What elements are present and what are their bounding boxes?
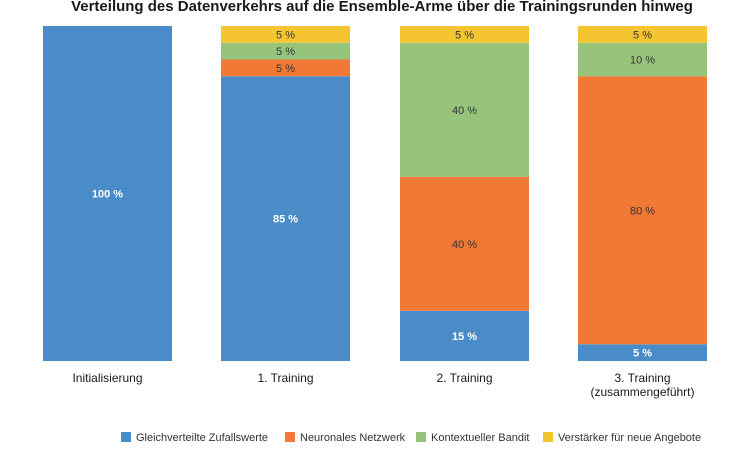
bar-value-label: 40 % — [452, 105, 477, 117]
legend-label: Kontextueller Bandit — [431, 432, 529, 444]
bar-segment-neuronales-netzwerk — [400, 176, 529, 311]
legend-item-verstaerker-fuer-neue-angebote: Verstärker für neue Angebote — [543, 432, 701, 444]
legend-swatch — [543, 432, 553, 442]
x-tick-label: 1. Training — [257, 371, 313, 385]
bar-segment-neuronales-netzwerk — [578, 76, 707, 345]
bar-segment-gleichverteilte-zufallswerte — [43, 26, 172, 361]
bar-value-label: 15 % — [452, 331, 477, 343]
bar-segment-verstaerker-fuer-neue-angebote — [400, 26, 529, 43]
legend-item-neuronales-netzwerk: Neuronales Netzwerk — [285, 432, 406, 444]
bar-value-label: 5 % — [633, 29, 652, 41]
legend-swatch — [121, 432, 131, 442]
bar-value-label: 100 % — [92, 189, 123, 201]
bar-value-label: 10 % — [630, 55, 655, 67]
bar-value-label: 5 % — [276, 46, 295, 58]
bar-segment-kontextueller-bandit — [578, 42, 707, 77]
chart-title: Verteilung des Datenverkehrs auf die Ens… — [71, 0, 693, 15]
legend-swatch — [285, 432, 295, 442]
bar-value-label: 5 % — [276, 63, 295, 75]
bar-segment-kontextueller-bandit — [400, 42, 529, 177]
legend-swatch — [416, 432, 426, 442]
legend-item-kontextueller-bandit: Kontextueller Bandit — [416, 432, 529, 444]
bar-segment-verstaerker-fuer-neue-angebote — [578, 26, 707, 43]
bar-segment-gleichverteilte-zufallswerte — [578, 344, 707, 361]
legend-label: Gleichverteilte Zufallswerte — [136, 432, 268, 444]
bar-value-label: 40 % — [452, 239, 477, 251]
bars-group: 100 % 85 % 5 % 5 % 5 % 15 % 40 % 40 % 5 % 5 % 80 %… — [43, 26, 707, 361]
x-tick-label: 2. Training — [436, 371, 492, 385]
legend-label: Verstärker für neue Angebote — [558, 432, 701, 444]
x-tick-label: 3. Training (zusammengeführt) — [590, 371, 694, 399]
bar-segment-kontextueller-bandit — [221, 42, 350, 60]
bar-value-label: 85 % — [273, 214, 298, 226]
bar-segment-gleichverteilte-zufallswerte — [400, 310, 529, 361]
bar-segment-neuronales-netzwerk — [221, 59, 350, 77]
x-tick-labels: Initialisierung 1. Training 2. Training 3. … — [72, 371, 694, 399]
bar-value-label: 80 % — [630, 205, 655, 217]
bar-segment-verstaerker-fuer-neue-angebote — [221, 26, 350, 43]
legend-label: Neuronales Netzwerk — [300, 432, 406, 444]
legend: Gleichverteilte Zufallswerte Neuronales N… — [121, 432, 701, 444]
bar-value-label: 5 % — [633, 348, 652, 360]
bar-value-label: 5 % — [276, 29, 295, 41]
bar-segment-gleichverteilte-zufallswerte — [221, 76, 350, 361]
x-tick-label: Initialisierung — [72, 371, 142, 385]
bar-value-label: 5 % — [455, 29, 474, 41]
legend-item-gleichverteilte-zufallswerte: Gleichverteilte Zufallswerte — [121, 432, 268, 444]
